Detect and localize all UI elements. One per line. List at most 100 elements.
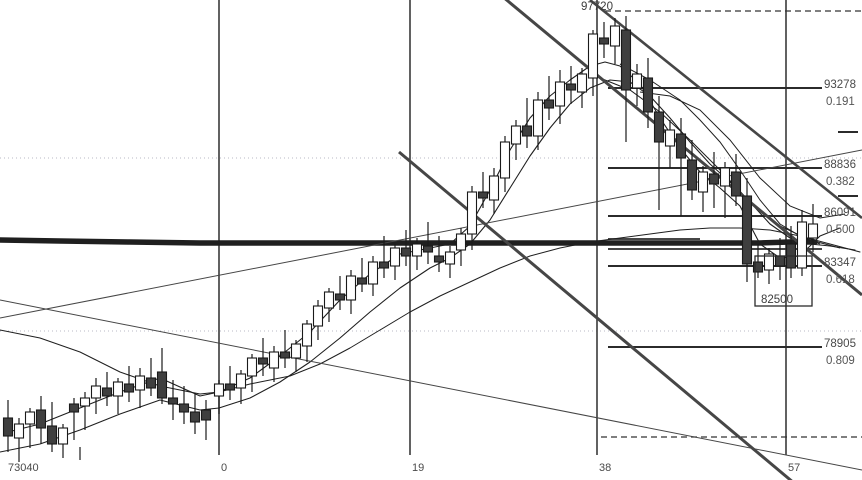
candle-11[interactable] [123,366,135,402]
candle-37[interactable] [411,238,423,270]
candle-body [68,403,80,413]
candle-56[interactable] [620,16,632,142]
channel-parallel[interactable] [589,0,862,220]
candlestick-series[interactable] [2,16,819,462]
candle-44[interactable] [488,168,500,214]
candle-54[interactable] [598,22,610,58]
candle-31[interactable] [345,270,357,314]
candle-49[interactable] [543,76,555,120]
candle-body [123,383,135,393]
candle-66[interactable] [730,154,742,206]
selection-rectangle[interactable] [754,255,813,307]
candle-67[interactable] [741,178,753,282]
fib-ratio-0191: 0.191 [826,96,855,108]
candle-6[interactable] [68,398,80,440]
candle-22[interactable] [246,354,258,392]
candle-0[interactable] [2,400,14,452]
candle-68[interactable] [752,244,764,278]
candle-69[interactable] [763,248,775,284]
swing-high-label: 97720 [581,1,613,13]
candle-body [345,275,357,301]
candle-body [763,253,775,271]
candle-41[interactable] [455,228,467,266]
candle-10[interactable] [112,378,124,414]
candle-body [35,409,47,429]
fibonacci-retracement-lines[interactable] [608,86,822,349]
candle-63[interactable] [697,166,709,212]
candle-36[interactable] [400,230,412,266]
candle-40[interactable] [444,246,456,278]
candle-27[interactable] [301,320,313,362]
candle-19[interactable] [213,380,225,414]
candle-51[interactable] [565,66,577,104]
candle-12[interactable] [134,368,146,408]
candle-55[interactable] [609,18,621,64]
candle-body [543,99,555,109]
candle-5[interactable] [57,424,69,458]
candle-38[interactable] [422,222,434,264]
candle-64[interactable] [708,152,720,208]
candle-52[interactable] [576,68,588,108]
measure-box[interactable] [754,255,813,307]
fib-ratio-0500: 0.500 [826,224,855,236]
candle-34[interactable] [378,236,390,278]
candle-body [752,261,764,273]
candle-14[interactable] [156,348,168,404]
candle-21[interactable] [235,370,247,404]
candle-72[interactable] [796,210,808,276]
candle-46[interactable] [510,120,522,160]
candle-17[interactable] [189,394,201,434]
candle-20[interactable] [224,366,236,400]
candle-62[interactable] [686,140,698,200]
candle-73[interactable] [807,204,819,252]
candle-50[interactable] [554,70,566,124]
candle-59[interactable] [653,96,665,210]
candle-35[interactable] [389,244,401,280]
candle-60[interactable] [664,120,676,168]
candle-8[interactable] [90,378,102,414]
trendline-support-lower[interactable] [0,299,862,471]
candle-53[interactable] [587,30,599,96]
candle-body [268,351,280,369]
candle-65[interactable] [719,162,731,218]
candle-39[interactable] [433,236,445,272]
candle-3[interactable] [35,396,47,444]
candle-15[interactable] [167,380,179,420]
candle-body [653,111,665,143]
candle-48[interactable] [532,92,544,150]
candle-32[interactable] [356,258,368,292]
candle-30[interactable] [334,276,346,310]
candle-body [719,167,731,187]
candle-45[interactable] [499,136,511,192]
candle-body [200,409,212,421]
candle-7[interactable] [79,392,91,430]
candle-9[interactable] [101,372,113,406]
candle-body [378,261,390,269]
candle-58[interactable] [642,58,654,128]
candle-33[interactable] [367,256,379,296]
fib-price-0809: 78905 [824,338,856,350]
candle-body [697,171,709,193]
candle-57[interactable] [631,64,643,106]
candle-16[interactable] [178,386,190,424]
candle-43[interactable] [477,172,489,208]
candle-25[interactable] [279,330,291,368]
candle-24[interactable] [268,346,280,382]
x-axis-tick-0: 73040 [8,462,39,474]
candle-29[interactable] [323,288,335,322]
candle-61[interactable] [675,118,687,216]
candle-4[interactable] [46,402,58,452]
candle-47[interactable] [521,98,533,148]
candle-13[interactable] [145,358,157,396]
candle-18[interactable] [200,400,212,440]
candle-26[interactable] [290,340,302,372]
candle-body [444,251,456,265]
ma-aux-2 [639,91,846,219]
candle-1[interactable] [13,418,25,462]
candle-23[interactable] [257,338,269,376]
candle-28[interactable] [312,300,324,340]
candle-42[interactable] [466,186,478,250]
candle-2[interactable] [24,408,36,448]
